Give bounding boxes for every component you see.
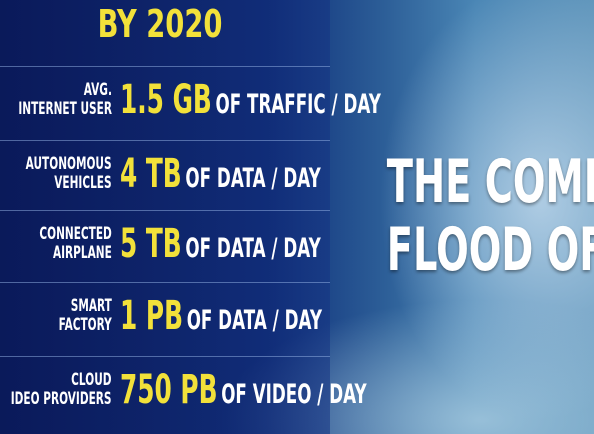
label-line: FACTORY [59,316,112,335]
label-line: SMART [59,297,112,316]
amount: 1 PB [120,293,183,339]
label-line: IDEO PROVIDERS [11,390,112,409]
infographic: BY 2020 AVG.INTERNET USER 1.5 GBOF TRAFF… [0,0,594,434]
amount: 5 TB [120,221,182,267]
unit: OF TRAFFIC / DAY [216,89,381,120]
label-line: VEHICLES [26,174,112,193]
label-line: CLOUD [11,371,112,390]
unit: OF DATA / DAY [185,233,320,264]
row-label: AVG.INTERNET USER [18,81,112,119]
amount: 1.5 GB [120,77,212,123]
amount: 750 PB [120,367,217,413]
unit: OF VIDEO / DAY [221,379,366,410]
label-line: CONNECTED [40,225,112,244]
label-line: AUTONOMOUS [26,155,112,174]
header-title: BY 2020 [95,2,225,46]
label-line: INTERNET USER [18,100,112,119]
headline-line: THE COMING [387,150,553,214]
label-line: AVG. [18,81,112,100]
amount: 4 TB [120,151,182,197]
label-line: AIRPLANE [40,244,112,263]
unit: OF DATA / DAY [185,163,320,194]
unit: OF DATA / DAY [187,305,322,336]
headline-line: FLOOD OF DATA [387,218,553,282]
